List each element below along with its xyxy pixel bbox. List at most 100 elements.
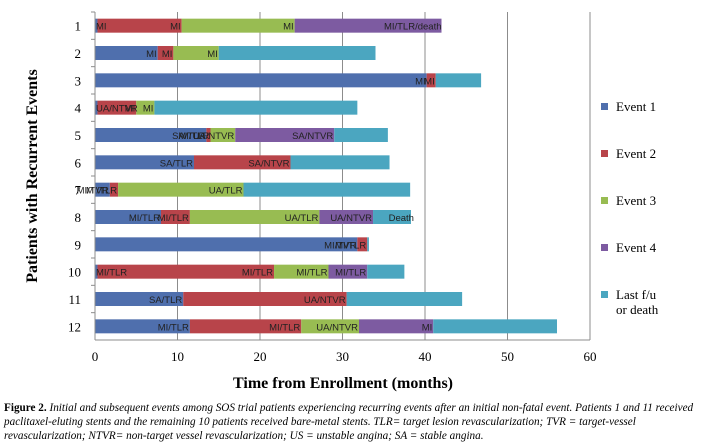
y-tick-label: 6 <box>75 155 82 170</box>
figure-caption-text: Initial and subsequent events among SOS … <box>4 402 694 442</box>
data-label: MI <box>207 49 218 60</box>
x-tick-label: 0 <box>92 349 99 364</box>
data-label: MI/TLR <box>296 268 327 279</box>
legend-label: Event 3 <box>616 193 656 208</box>
bar-segment <box>95 100 98 115</box>
data-label: MI <box>143 104 154 115</box>
bar-segment <box>95 292 184 306</box>
data-label: MI/TLR <box>96 268 127 279</box>
bar-segment <box>435 73 482 88</box>
legend-swatch <box>601 103 608 110</box>
data-label: MI/TVR <box>324 240 356 251</box>
legend-swatch <box>601 197 608 204</box>
data-label: UA/NTVR <box>304 295 346 306</box>
x-tick-label: 60 <box>584 349 597 364</box>
bar-segment <box>109 182 119 197</box>
data-label: MI/TLR <box>335 240 366 251</box>
y-tick-label: 5 <box>75 128 82 143</box>
data-label: MI/TLR <box>158 322 189 333</box>
y-tick-label: 7 <box>75 183 82 198</box>
data-label: MI/TLR <box>86 186 117 197</box>
legend-label: Last f/u or death <box>616 287 659 317</box>
bar-segment <box>95 155 194 170</box>
bar-segment <box>235 128 335 142</box>
y-tick-label: 11 <box>68 292 81 307</box>
x-tick-label: 20 <box>254 349 267 364</box>
bar-segment <box>95 319 190 334</box>
bar-segment <box>157 46 174 60</box>
data-label: UA/TLR <box>209 186 243 197</box>
bar-segment <box>243 182 411 197</box>
data-label: MI <box>125 104 136 115</box>
bar-segment <box>95 46 158 60</box>
legend: Event 1 Event 2 Event 3 Event 4 Last f/u or d… <box>601 99 659 317</box>
x-tick-label: 50 <box>501 349 514 364</box>
bar-segment <box>290 155 390 170</box>
bar-segment <box>95 73 427 88</box>
bar-segment <box>95 264 98 279</box>
figure-caption: Figure 2. Initial and subsequent events … <box>4 401 698 443</box>
bar-segment <box>181 18 295 33</box>
bar-segment <box>183 292 347 306</box>
data-label: MI/TLR <box>129 213 160 224</box>
bar-segment <box>210 128 236 142</box>
data-label: MI <box>170 22 181 33</box>
x-axis-label: Time from Enrollment (months) <box>233 375 453 392</box>
y-tick-label: 8 <box>75 210 82 225</box>
data-label: UA/NTVR <box>96 104 138 115</box>
x-tick-label: 40 <box>419 349 432 364</box>
data-label: MI/TVR <box>77 186 109 197</box>
bar-segment <box>118 182 244 197</box>
bar-segment <box>301 319 359 334</box>
legend-swatch <box>601 244 608 251</box>
bar-segment <box>346 292 463 306</box>
data-label: UA/NTVR <box>193 131 235 142</box>
legend-label: Event 2 <box>616 146 656 161</box>
data-label: MI <box>422 322 433 333</box>
y-tick-label: 2 <box>75 46 82 61</box>
y-axis-label: Patients with Recurrent Events <box>24 69 41 282</box>
bar-segment <box>95 237 358 252</box>
y-tick-label: 9 <box>75 237 82 252</box>
bar-segment <box>97 264 275 279</box>
bar-segment <box>373 210 411 224</box>
legend-label: Event 4 <box>616 240 657 255</box>
gridlines <box>177 12 591 340</box>
bar-segment <box>274 264 329 279</box>
y-tick-label: 4 <box>75 101 82 116</box>
data-label: MI/TLR <box>158 213 189 224</box>
x-tick-label: 30 <box>336 349 349 364</box>
bar-segment <box>319 210 374 224</box>
bar-segment <box>97 100 137 115</box>
data-label: SA/NTVR <box>248 158 289 169</box>
figure-label: Figure 2. <box>4 402 47 414</box>
data-label: SA/TLR <box>160 158 193 169</box>
data-label: Death <box>389 213 414 224</box>
y-tick-label: 10 <box>68 265 81 280</box>
bar-segment <box>206 128 211 142</box>
data-label: MI <box>162 49 173 60</box>
x-tick-label: 10 <box>171 349 184 364</box>
legend-label: Event 1 <box>616 99 656 114</box>
bar-segment <box>95 182 110 197</box>
bar-segment <box>95 210 161 224</box>
data-label: MI/TLR <box>242 268 273 279</box>
bar-segment <box>95 128 207 142</box>
data-label: MI/TLR <box>178 131 209 142</box>
bar-segment <box>194 155 291 170</box>
y-tick-label: 12 <box>68 319 81 334</box>
bar-segment <box>328 264 368 279</box>
data-label: MI <box>146 49 157 60</box>
bar-segment <box>95 18 98 33</box>
bar-segment <box>173 46 219 60</box>
bar-segment <box>367 264 405 279</box>
legend-swatch <box>601 291 608 298</box>
data-label: MI/TLR <box>269 322 300 333</box>
data-label: SA/TLR <box>172 131 205 142</box>
data-label: SA/TLR <box>149 295 182 306</box>
data-label: UA/TLR <box>285 213 319 224</box>
data-label: MI/TLR <box>335 268 366 279</box>
bar-segment <box>136 100 155 115</box>
